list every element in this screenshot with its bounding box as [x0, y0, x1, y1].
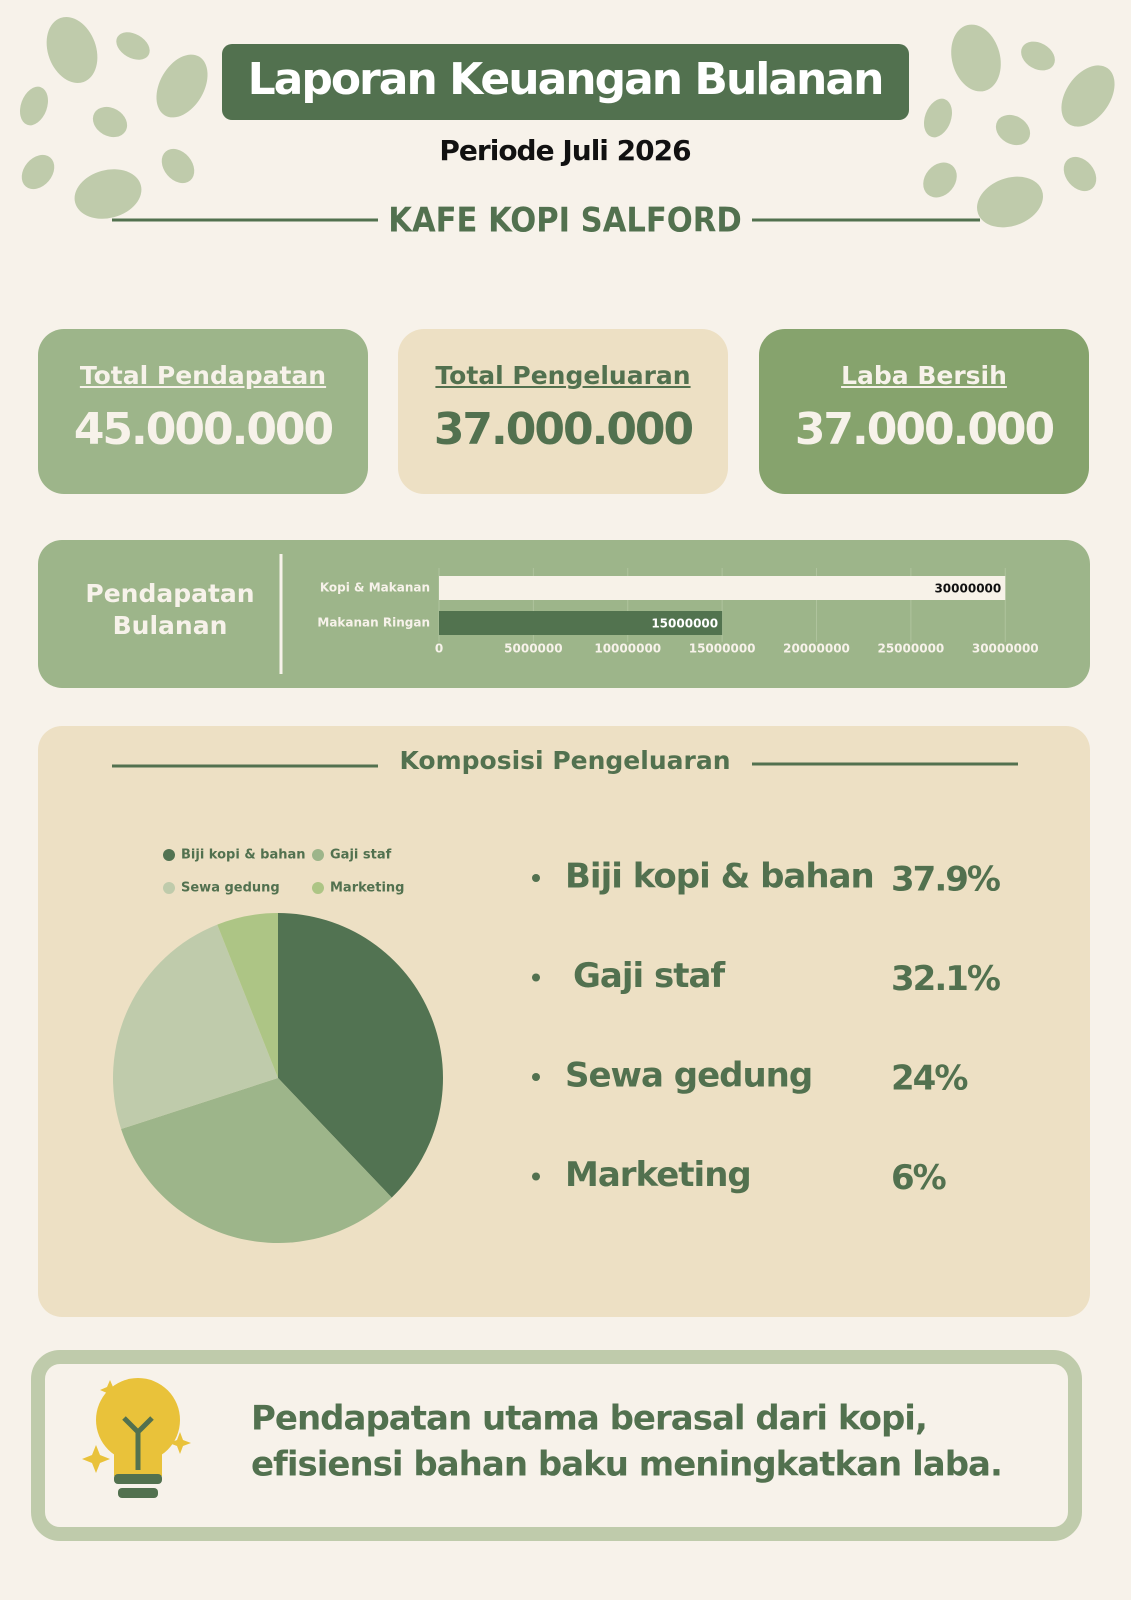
category-label: Makanan Ringan: [317, 616, 430, 630]
bulb-icon: [82, 1378, 191, 1498]
card-label: Total Pengeluaran: [435, 361, 691, 390]
x-tick-label: 25000000: [877, 642, 944, 656]
list-bullet: [532, 973, 540, 982]
list-percent: 32.1%: [891, 959, 1000, 999]
legend-swatch: [163, 882, 175, 894]
list-bullet: [532, 874, 540, 882]
bar: [439, 576, 1006, 600]
card-label: Laba Bersih: [841, 361, 1007, 390]
x-tick-label: 15000000: [689, 642, 756, 656]
value-label: 30000000: [934, 582, 1001, 596]
bar-title: Pendapatan Bulanan: [85, 579, 255, 640]
legend-swatch: [163, 849, 175, 861]
note-line: efisiensi bahan baku meningkatkan laba.: [251, 1445, 1002, 1485]
card-value: 45.000.000: [73, 404, 334, 455]
card-value: 37.000.000: [433, 404, 694, 455]
pie-slice: [217, 913, 278, 1078]
brand: KAFE KOPI SALFORD: [388, 201, 741, 241]
title: Laporan Keuangan Bulanan: [248, 54, 883, 105]
card: Laba Bersih 37.000.000: [759, 329, 1089, 494]
legend-swatch: [312, 882, 324, 894]
category-label: Kopi & Makanan: [320, 581, 430, 595]
card-label: Total Pendapatan: [79, 361, 327, 390]
card: Total Pengeluaran 37.000.000: [398, 329, 728, 494]
list-name: Marketing: [565, 1155, 751, 1195]
x-tick-label: 20000000: [783, 642, 850, 656]
list-bullet: [532, 1073, 540, 1081]
list-name: Biji kopi & bahan: [565, 857, 874, 897]
list-bullet: [532, 1172, 540, 1181]
bar: [439, 611, 723, 635]
legend-label: Gaji staf: [330, 848, 392, 863]
list-percent: 24%: [891, 1059, 967, 1099]
legend-label: Marketing: [330, 881, 404, 896]
x-tick-label: 10000000: [594, 642, 661, 656]
card-value: 37.000.000: [794, 404, 1055, 455]
title-box: [222, 44, 909, 120]
period: Periode Juli 2026: [439, 134, 690, 167]
legend-label: Sewa gedung: [181, 881, 280, 896]
value-label: 15000000: [651, 617, 718, 631]
note-line: Pendapatan utama berasal dari kopi,: [251, 1399, 927, 1439]
legend-label: Biji kopi & bahan: [181, 848, 306, 863]
x-tick-label: 5000000: [504, 642, 562, 656]
pie-title: Komposisi Pengeluaran: [400, 746, 731, 775]
list-name: Sewa gedung: [565, 1056, 812, 1096]
list-percent: 6%: [891, 1158, 946, 1198]
x-tick-label: 0: [435, 642, 443, 656]
legend-swatch: [312, 849, 324, 861]
note-box: [31, 1350, 1082, 1541]
pie-slice: [121, 1078, 392, 1243]
x-tick-label: 30000000: [972, 642, 1039, 656]
coffee-beans: [19, 17, 1115, 228]
list-percent: 37.9%: [891, 860, 1000, 900]
pie-slice: [278, 913, 443, 1198]
card: Total Pendapatan 45.000.000: [38, 329, 368, 494]
list-name: Gaji staf: [573, 956, 726, 996]
pie-slice: [112, 924, 278, 1129]
